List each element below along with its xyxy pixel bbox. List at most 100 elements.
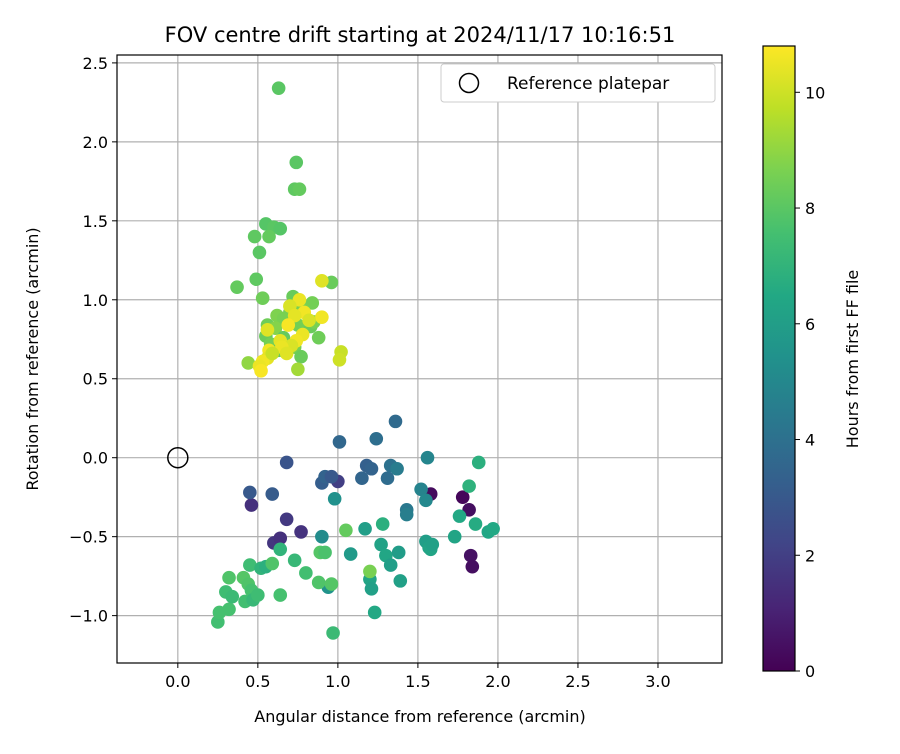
data-point [273,542,288,557]
data-point [222,602,236,617]
data-point [420,450,435,465]
data-point [247,229,262,244]
data-point [390,461,404,476]
reference-layer [167,446,189,469]
data-point [391,545,406,560]
colorbar-label: Hours from first FF file [843,270,862,449]
colorbar: 0 2 4 6 8 10 Hours from first FF file [762,45,862,681]
data-point [447,529,462,544]
data-point [273,531,288,546]
data-point [380,471,395,486]
data-point [364,581,379,596]
data-point [471,455,486,470]
colorbar-tick-label: 0 [805,662,815,681]
data-point [383,558,398,572]
data-point [243,485,257,500]
data-point [327,491,342,506]
y-axis-label: Rotation from reference (arcmin) [23,227,42,490]
data-point [332,435,347,449]
data-point [311,575,326,590]
y-tick-label: −0.5 [69,528,108,547]
data-point [294,525,308,539]
data-point [249,272,264,287]
plot-frame [116,54,723,664]
data-point [414,482,428,497]
y-tick-label: 1.5 [83,212,108,231]
data-point [388,414,403,429]
y-tick-label: 0.0 [83,449,108,468]
data-point [260,322,275,337]
data-point [375,517,390,531]
data-point [343,547,358,561]
data-point [315,529,329,544]
data-point [299,566,313,580]
data-point [468,517,483,531]
data-point [292,182,307,197]
data-point [243,558,257,572]
data-point [273,588,288,602]
legend-box [440,63,716,103]
data-point [281,318,296,332]
data-point [465,559,480,574]
data-point [399,507,414,522]
data-point [225,589,240,604]
colorbar-ticks: 0 2 4 6 8 10 [795,83,825,681]
data-point [324,469,339,484]
data-point [355,471,369,486]
y-tick-label: 0.5 [83,370,108,389]
data-point [254,364,268,378]
data-point [305,296,320,310]
x-tick-label: 3.0 [645,672,670,691]
y-tick-label: 1.0 [83,291,108,310]
data-point [302,313,316,328]
data-point [265,487,280,501]
data-point [326,626,340,640]
colorbar-tick-label: 8 [805,199,815,218]
data-point [271,81,286,95]
data-point [252,245,267,260]
data-point [425,537,440,552]
legend: Reference platepar [440,63,716,103]
data-point [294,349,308,364]
grid-layer [117,55,722,663]
x-tick-label: 2.5 [565,672,590,691]
data-point [279,346,294,361]
data-point [287,553,302,568]
data-point [251,588,265,602]
data-point [452,509,467,523]
data-point [364,461,379,476]
x-tick-label: 1.5 [405,672,430,691]
points-layer [211,81,500,640]
data-point [230,280,244,294]
data-point [419,493,433,508]
data-point [265,556,280,571]
data-point [273,221,288,236]
data-point [265,346,280,361]
data-point [374,537,388,552]
data-point [279,512,294,527]
data-point [367,605,382,620]
colorbar-frame [762,45,796,672]
data-point [393,574,408,588]
data-point [255,291,270,306]
data-point [241,356,256,370]
x-tick-label: 1.0 [325,672,350,691]
y-tick-label: −1.0 [69,607,108,626]
data-point [315,274,329,288]
data-point [486,521,500,536]
data-point [369,431,384,446]
legend-label: Reference platepar [507,74,669,94]
data-point [455,490,470,504]
data-point [462,503,476,517]
colorbar-tick-label: 4 [805,431,815,450]
colorbar-tick-label: 6 [805,315,815,334]
data-point [318,545,332,560]
data-point [363,564,377,579]
axis-layer: 0.0 0.5 1.0 1.5 2.0 2.5 3.0 −1.0 −0.5 0.0 0.5 1.0 1.… [69,54,671,691]
data-point [289,155,304,170]
x-tick-label: 0.5 [245,672,270,691]
data-point [222,570,236,585]
data-point [292,292,307,307]
